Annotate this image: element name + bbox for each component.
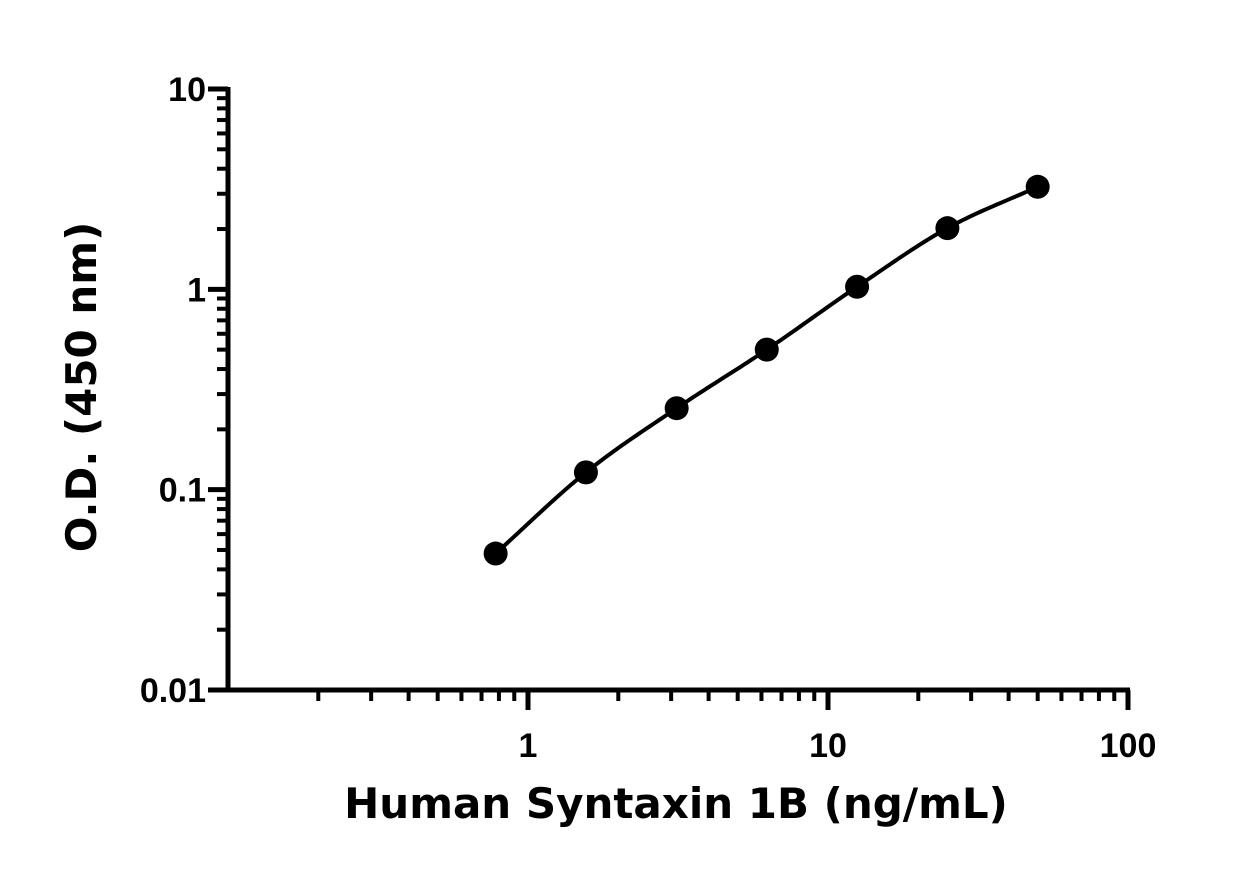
data-point bbox=[1025, 174, 1050, 199]
y-tick-label: 1 bbox=[187, 271, 206, 309]
y-tick-label: 10 bbox=[168, 71, 206, 109]
x-tick-label: 100 bbox=[1100, 727, 1157, 765]
x-tick-label: 10 bbox=[809, 727, 847, 765]
y-axis-major-ticks bbox=[208, 86, 228, 693]
y-tick-label: 0.01 bbox=[140, 672, 206, 710]
x-axis-title: Human Syntaxin 1B (ng/mL) bbox=[344, 779, 1008, 828]
fit-curve bbox=[494, 184, 1039, 556]
data-point bbox=[483, 541, 508, 566]
data-point bbox=[754, 337, 779, 362]
x-axis-major-ticks bbox=[525, 690, 1131, 710]
x-axis-tick-labels: 1 10 100 bbox=[519, 727, 1157, 765]
data-points bbox=[483, 174, 1050, 566]
y-axis-title: O.D. (450 nm) bbox=[57, 222, 106, 553]
data-point bbox=[935, 216, 960, 241]
data-point bbox=[573, 460, 598, 485]
data-point bbox=[664, 396, 689, 421]
y-tick-label: 0.1 bbox=[159, 472, 206, 510]
data-point bbox=[845, 274, 870, 299]
x-tick-label: 1 bbox=[519, 727, 538, 765]
y-axis-tick-labels: 0.01 0.1 1 10 bbox=[140, 71, 206, 710]
